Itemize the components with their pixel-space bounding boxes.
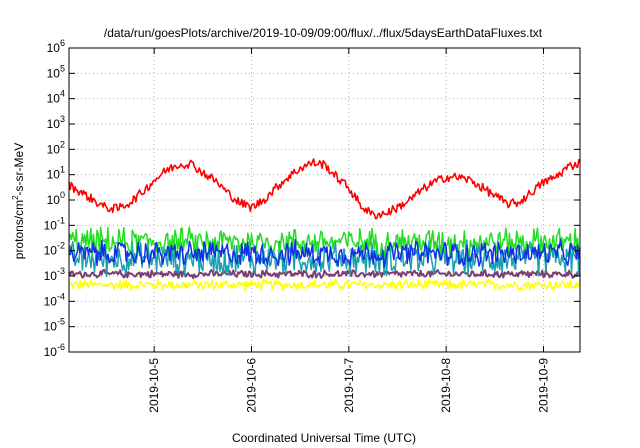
y-tick-exp: 1 bbox=[60, 165, 65, 175]
y-tick-base: 10 bbox=[47, 117, 61, 131]
y-axis: 10-610-510-410-310-210-11001011021031041… bbox=[44, 38, 580, 359]
x-tick-label: 2019-10-5 bbox=[147, 358, 161, 413]
y-tick-exp: 3 bbox=[60, 114, 65, 124]
y-tick-exp: 0 bbox=[60, 190, 65, 200]
y-tick-exp: -1 bbox=[57, 215, 65, 225]
chart-title: /data/run/goesPlots/archive/2019-10-09/0… bbox=[104, 26, 543, 40]
y-tick-base: 10 bbox=[47, 92, 61, 106]
y-tick-exp: 5 bbox=[60, 63, 65, 73]
y-tick-label: 10-6 bbox=[44, 342, 65, 359]
y-tick-base: 10 bbox=[44, 269, 58, 283]
series-line-5 bbox=[68, 277, 581, 292]
y-tick-label: 101 bbox=[47, 165, 65, 182]
y-tick-base: 10 bbox=[44, 320, 58, 334]
series-line-3 bbox=[68, 238, 581, 268]
y-axis-label: protons/cm2-s-sr-MeV bbox=[11, 143, 26, 259]
y-tick-exp: 6 bbox=[60, 38, 65, 48]
x-tick-label: 2019-10-7 bbox=[342, 358, 356, 413]
y-tick-label: 104 bbox=[47, 89, 65, 106]
x-axis-label: Coordinated Universal Time (UTC) bbox=[232, 431, 416, 445]
y-tick-label: 102 bbox=[47, 139, 65, 156]
y-tick-exp: -6 bbox=[57, 342, 65, 352]
y-tick-base: 10 bbox=[44, 294, 58, 308]
grid-lines bbox=[69, 48, 580, 352]
series-line-1 bbox=[68, 226, 581, 258]
y-tick-base: 10 bbox=[47, 193, 61, 207]
y-tick-label: 103 bbox=[47, 114, 65, 131]
y-tick-exp: 2 bbox=[60, 139, 65, 149]
y-axis-label-rest: -s-sr-MeV bbox=[12, 143, 26, 196]
y-tick-base: 10 bbox=[44, 244, 58, 258]
x-tick-label: 2019-10-6 bbox=[245, 358, 259, 413]
y-tick-label: 10-2 bbox=[44, 241, 65, 258]
y-tick-base: 10 bbox=[44, 218, 58, 232]
y-axis-label-base: protons/cm bbox=[12, 200, 26, 259]
x-axis: 2019-10-5 2019-10-6 2019-10-7 2019-10-8 2019… bbox=[147, 48, 551, 413]
y-tick-base: 10 bbox=[47, 41, 61, 55]
x-tick-label: 2019-10-8 bbox=[439, 358, 453, 413]
y-tick-label: 10-1 bbox=[44, 215, 65, 232]
y-axis-label-sup: 2 bbox=[11, 195, 20, 200]
y-tick-exp: -3 bbox=[57, 266, 65, 276]
y-tick-label: 106 bbox=[47, 38, 65, 55]
y-tick-base: 10 bbox=[47, 66, 61, 80]
y-tick-label: 100 bbox=[47, 190, 65, 207]
plot-area bbox=[68, 158, 581, 292]
y-tick-base: 10 bbox=[47, 168, 61, 182]
y-tick-label: 10-5 bbox=[44, 317, 65, 334]
x-tick-label: 2019-10-9 bbox=[537, 358, 551, 413]
y-tick-exp: -2 bbox=[57, 241, 65, 251]
series-line-4 bbox=[68, 268, 581, 279]
y-tick-label: 10-3 bbox=[44, 266, 65, 283]
y-tick-label: 105 bbox=[47, 63, 65, 80]
y-tick-base: 10 bbox=[44, 345, 58, 359]
y-tick-exp: -4 bbox=[57, 291, 65, 301]
y-tick-exp: -5 bbox=[57, 317, 65, 327]
y-tick-exp: 4 bbox=[60, 89, 65, 99]
y-tick-label: 10-4 bbox=[44, 291, 65, 308]
y-tick-base: 10 bbox=[47, 142, 61, 156]
series-line-0 bbox=[68, 158, 581, 220]
